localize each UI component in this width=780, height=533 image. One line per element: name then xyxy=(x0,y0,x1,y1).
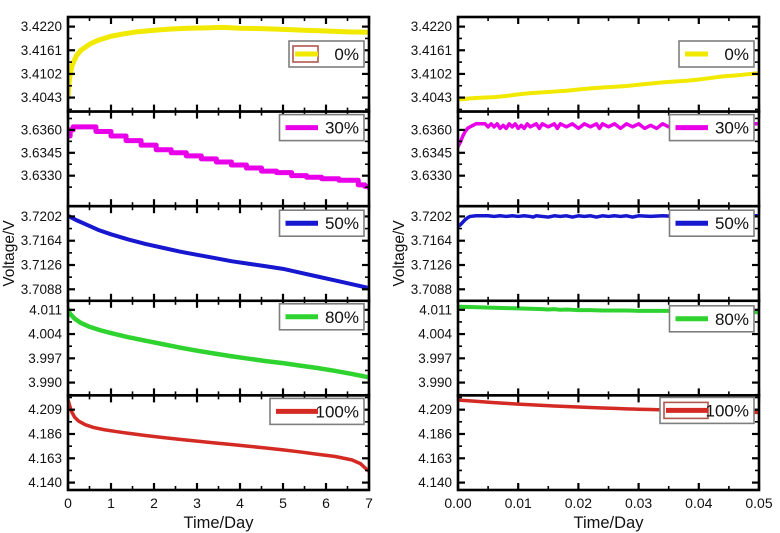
series-line-100% xyxy=(69,398,368,473)
legend-label: 50% xyxy=(325,214,359,233)
y-tick-label: 3.4220 xyxy=(411,19,452,34)
y-tick-label: 3.4161 xyxy=(21,43,62,58)
x-tick-label: 1 xyxy=(107,495,115,511)
y-tick-label: 3.4043 xyxy=(21,90,62,105)
y-tick-label: 3.6360 xyxy=(21,122,62,137)
x-tick-label: 2 xyxy=(150,495,158,511)
series-line-30% xyxy=(69,124,368,191)
right-figure: Voltage/V 3.4220 3.4161 3.4102 3.4043 0% 3.636… xyxy=(390,0,780,533)
y-tick-label: 3.4043 xyxy=(411,90,452,105)
legend-label: 30% xyxy=(715,119,749,138)
legend-label: 100% xyxy=(316,402,359,421)
left-figure: Voltage/V 3.4220 3.4161 3.4102 3.4043 0% 3.636… xyxy=(1,15,373,532)
y-tick-label: 3.997 xyxy=(418,351,452,366)
y-tick-label: 3.4102 xyxy=(411,66,452,81)
x-tick-label: 5 xyxy=(279,495,287,511)
x-axis-title: Time/Day xyxy=(184,514,255,532)
y-tick-label: 4.186 xyxy=(418,426,452,441)
x-tick-label: 0.01 xyxy=(505,495,532,511)
series-line-80% xyxy=(69,307,368,380)
y-tick-label: 3.4220 xyxy=(21,19,62,34)
y-tick-label: 3.7126 xyxy=(21,258,62,273)
right-chart: Voltage/V 3.4220 3.4161 3.4102 3.4043 0% 3.636… xyxy=(391,15,773,532)
y-tick-label: 3.6345 xyxy=(21,145,62,160)
x-tick-label: 6 xyxy=(322,495,330,511)
y-tick-label: 3.7088 xyxy=(21,282,62,297)
x-tick-label: 0.02 xyxy=(565,495,592,511)
y-tick-label: 4.163 xyxy=(418,451,452,466)
legend-label: 80% xyxy=(325,308,359,327)
x-tick-label: 4 xyxy=(236,495,244,511)
y-tick-label: 3.6345 xyxy=(411,145,452,160)
y-tick-label: 3.7088 xyxy=(411,282,452,297)
y-tick-label: 4.011 xyxy=(419,302,452,317)
y-tick-label: 3.6360 xyxy=(411,122,452,137)
y-tick-label: 3.7202 xyxy=(411,209,452,224)
legend-label: 30% xyxy=(325,119,359,138)
y-axis-title: Voltage/V xyxy=(1,220,18,287)
y-tick-label: 3.997 xyxy=(28,351,62,366)
series-line-50% xyxy=(69,214,368,290)
y-tick-label: 4.140 xyxy=(418,475,452,490)
y-tick-label: 4.209 xyxy=(418,402,452,417)
y-axis-title: Voltage/V xyxy=(391,220,408,287)
y-tick-label: 3.7164 xyxy=(21,233,63,248)
x-tick-label: 0 xyxy=(64,495,72,511)
y-tick-label: 4.004 xyxy=(28,327,62,342)
y-tick-label: 4.186 xyxy=(28,426,62,441)
y-tick-label: 3.990 xyxy=(418,375,452,390)
y-tick-label: 3.6330 xyxy=(21,168,62,183)
y-tick-label: 4.209 xyxy=(28,402,62,417)
legend-label: 50% xyxy=(715,214,749,233)
legend-label: 0% xyxy=(334,45,359,64)
y-tick-label: 3.990 xyxy=(28,375,62,390)
x-tick-label: 0.03 xyxy=(625,495,652,511)
y-tick-label: 3.4102 xyxy=(21,66,62,81)
y-tick-label: 4.004 xyxy=(418,327,452,342)
x-tick-label: 3 xyxy=(193,495,201,511)
series-line-0% xyxy=(69,24,368,100)
x-tick-label: 0.00 xyxy=(444,495,471,511)
y-tick-label: 4.140 xyxy=(28,475,62,490)
y-tick-label: 4.011 xyxy=(29,302,62,317)
legend-label: 100% xyxy=(706,401,749,420)
x-tick-label: 0.04 xyxy=(685,495,712,511)
y-tick-label: 3.7164 xyxy=(411,233,453,248)
legend-label: 0% xyxy=(724,45,749,64)
y-tick-label: 4.163 xyxy=(28,451,62,466)
y-tick-label: 3.7202 xyxy=(21,209,62,224)
left-chart: Voltage/V 3.4220 3.4161 3.4102 3.4043 0% 3.636… xyxy=(1,15,373,532)
series-line-0% xyxy=(459,71,758,102)
legend-label: 80% xyxy=(715,310,749,329)
legend-box xyxy=(278,113,365,142)
y-tick-label: 3.6330 xyxy=(411,168,452,183)
x-tick-label: 7 xyxy=(365,495,373,511)
x-tick-label: 0.05 xyxy=(745,495,772,511)
y-tick-label: 3.7126 xyxy=(411,258,452,273)
x-axis-title: Time/Day xyxy=(574,514,645,532)
y-tick-label: 3.4161 xyxy=(411,43,452,58)
